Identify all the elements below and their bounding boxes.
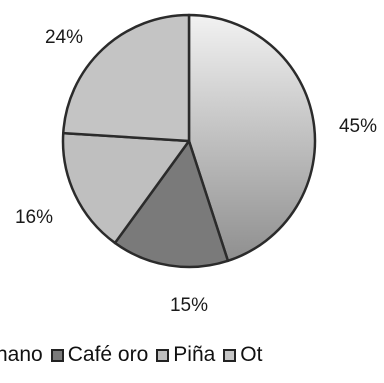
legend-label: Piña: [173, 343, 216, 366]
legend-item: Ot: [223, 335, 262, 375]
pie-labels: 45% 15% 16% 24%: [15, 27, 377, 316]
legend-label: hano: [0, 343, 43, 366]
legend-swatch: [50, 348, 64, 362]
legend-label: Café oro: [67, 343, 149, 366]
slice-label-pi-a: 16%: [15, 207, 53, 228]
slice-label-ecuatoriano: 45%: [339, 116, 377, 137]
legend: hano Café oro Piña Ot: [0, 335, 384, 383]
pie-slice-ecuatoriano: [187, 13, 317, 263]
legend-row: hano Café oro Piña Ot: [0, 335, 270, 375]
slice-label-ot: 24%: [45, 27, 83, 48]
legend-label: Ot: [240, 343, 263, 366]
legend-item: hano: [0, 335, 43, 375]
legend-item: Piña: [156, 335, 215, 375]
slice-label-caf-oro: 15%: [170, 295, 208, 316]
pie-slice-ot: [61, 13, 191, 143]
legend-item: Café oro: [50, 335, 149, 375]
pie-slice-caf-oro: [113, 139, 230, 269]
pie-slices: [61, 13, 317, 269]
legend-swatch: [156, 348, 170, 362]
legend-swatch: [223, 348, 237, 362]
pie-slice-pi-a: [61, 131, 191, 245]
